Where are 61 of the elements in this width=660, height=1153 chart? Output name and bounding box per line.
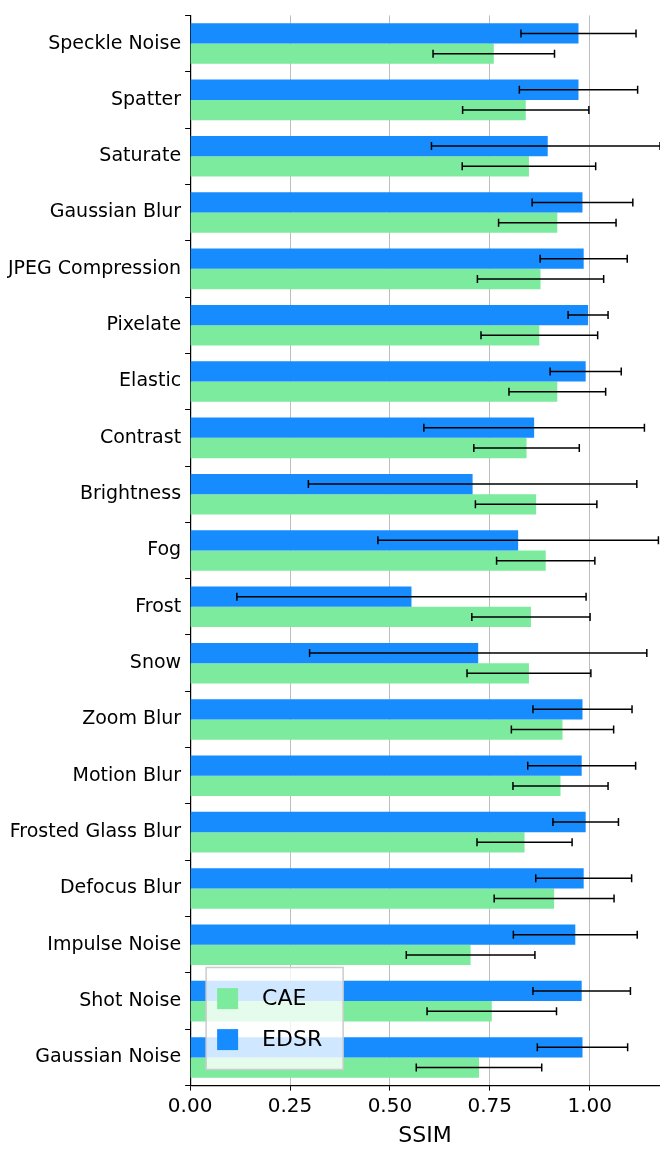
bar	[190, 550, 546, 571]
bar	[190, 325, 540, 346]
bar	[190, 156, 529, 177]
bar	[190, 868, 584, 889]
bar	[190, 642, 479, 664]
y-tick-label: Shot Noise	[79, 988, 182, 1011]
bar	[190, 924, 576, 945]
bar	[190, 473, 473, 495]
bar	[190, 586, 412, 607]
x-tick-label: 0.00	[167, 1092, 213, 1117]
bar	[190, 494, 537, 515]
bar	[190, 417, 535, 438]
bar	[190, 361, 586, 382]
x-tick-label: 0.75	[467, 1092, 513, 1117]
y-tick-label: Zoom Blur	[82, 706, 182, 729]
y-tick-label: Brightness	[79, 481, 182, 504]
y-tick-label: Gaussian Noise	[35, 1044, 182, 1067]
bar	[190, 888, 555, 909]
y-tick-label: JPEG Compression	[6, 255, 182, 278]
legend-label: CAE	[262, 984, 307, 1010]
bar	[190, 248, 584, 269]
y-tick-label: Motion Blur	[72, 762, 182, 785]
y-tick-label: Spatter	[110, 86, 182, 109]
bar	[190, 663, 529, 684]
bar	[190, 192, 583, 213]
bar	[190, 437, 527, 459]
y-tick-label: Speckle Noise	[48, 30, 182, 53]
y-tick-label: Frost	[135, 593, 182, 616]
bar	[190, 832, 525, 853]
bar	[190, 23, 579, 44]
bar	[190, 381, 558, 402]
y-tick-label: Snow	[129, 650, 182, 673]
x-tick-label: 0.25	[267, 1092, 313, 1117]
bar	[190, 212, 558, 233]
bar	[190, 606, 531, 628]
x-tick-label: 1.00	[567, 1092, 612, 1117]
bar	[190, 79, 579, 100]
y-tick-label: Saturate	[99, 143, 182, 166]
bar	[190, 755, 582, 776]
y-tick-label: Contrast	[99, 424, 182, 447]
x-tick-label: 0.50	[367, 1092, 413, 1117]
bar	[190, 268, 541, 290]
y-tick-label: Gaussian Blur	[49, 199, 182, 222]
y-tick-label: Frosted Glass Blur	[9, 819, 182, 842]
legend-label: EDSR	[262, 1025, 323, 1051]
bar	[190, 944, 471, 966]
y-tick-label: Defocus Blur	[59, 875, 182, 898]
bar	[190, 43, 494, 64]
bar	[190, 135, 548, 157]
bar	[190, 811, 586, 833]
bar	[190, 775, 561, 797]
y-tick-label: Elastic	[119, 368, 182, 391]
y-tick-label: Fog	[147, 537, 182, 560]
y-tick-label: Impulse Noise	[47, 931, 182, 954]
x-axis-title: SSIM	[398, 1121, 452, 1147]
bar	[190, 719, 563, 740]
bar	[190, 99, 526, 121]
y-tick-label: Pixelate	[106, 312, 182, 335]
bar	[190, 530, 519, 551]
bar	[190, 304, 589, 326]
bar	[190, 699, 583, 720]
